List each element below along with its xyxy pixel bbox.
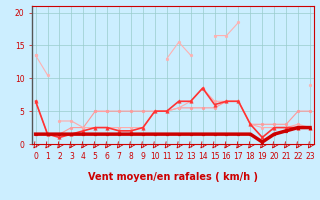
X-axis label: Vent moyen/en rafales ( km/h ): Vent moyen/en rafales ( km/h )	[88, 172, 258, 182]
